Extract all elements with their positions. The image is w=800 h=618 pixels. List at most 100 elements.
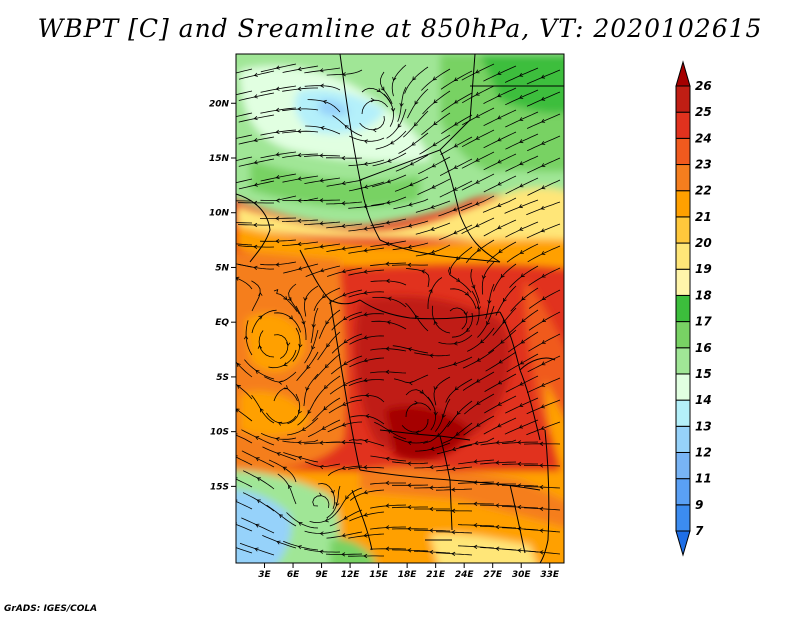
streamline-arrow [421,269,426,274]
streamline-arrow [465,327,470,332]
streamline-arrow [409,182,414,187]
streamline-arrow [474,440,479,446]
colorbar: 7 9 11 12 13 14 15 16 17 18 19 20 21 22 23 24 25 26 [675,60,712,557]
streamline-arrow [232,221,235,225]
colorbar-label: 16 [695,341,712,355]
streamline-arrow [275,175,280,180]
streamline-arrow [385,278,390,284]
streamline [526,421,561,436]
streamline [482,197,517,213]
streamline [236,408,253,422]
streamline [423,420,451,444]
streamline-arrow [297,241,302,247]
streamline [238,136,275,145]
streamline [258,330,275,358]
streamline-arrow [429,464,434,470]
colorbar-swatch [675,164,691,192]
streamline [236,434,253,444]
colorbar-label: 12 [695,445,712,459]
streamline [262,535,297,549]
streamline-arrow [363,226,368,231]
streamline-arrow [319,268,325,273]
streamline-arrow [307,409,312,415]
lat-label: 5S [216,373,229,383]
streamline-arrow [541,163,546,167]
streamline [245,320,253,356]
colorbar-swatch [675,504,691,532]
streamline [326,201,363,205]
streamline-arrow [335,502,340,507]
streamline-arrow [320,125,325,131]
streamline [404,66,429,94]
wbpt-field [232,54,564,563]
streamline-arrow [452,207,457,212]
streamline-arrow [255,370,260,374]
streamline [461,63,495,81]
streamline-arrow [518,424,524,429]
streamline-arrow [498,359,503,364]
streamline [465,239,495,263]
streamline-arrow [298,522,303,526]
streamline [328,289,363,304]
streamline [326,179,363,187]
streamline-arrow [476,422,481,427]
streamline [304,177,341,184]
streamline-arrow [476,400,481,405]
streamline [493,263,517,292]
streamline-arrow [495,546,500,551]
streamline-arrow [297,455,303,460]
colorbar-label: 26 [695,79,712,93]
streamline [501,506,539,509]
streamline-arrow [475,91,480,96]
streamline-arrow [385,546,390,551]
streamline [393,436,429,444]
streamline-arrow [495,503,500,508]
streamline-arrow [451,530,456,535]
colorbar-label: 23 [695,158,712,172]
streamline-arrow [407,262,412,268]
streamline [379,71,393,105]
streamline [303,373,319,407]
streamline [370,526,406,530]
lon-label: 9E [315,570,328,580]
streamline-arrow [539,550,544,555]
streamline-arrow [397,123,402,128]
streamline-arrow [432,76,437,81]
colorbar-swatch [675,347,691,375]
streamline-arrow [541,273,546,278]
streamline [483,219,517,237]
streamline-arrow [473,480,478,485]
streamline-arrow [407,347,412,352]
streamline [439,180,473,198]
streamline [421,68,451,91]
streamline [350,415,385,425]
streamline [437,356,473,370]
streamline-arrow [433,121,438,126]
streamline-arrow [365,413,370,419]
streamline [251,309,277,334]
streamline [348,439,385,447]
streamlines [232,63,561,559]
streamline-arrow [257,344,263,349]
streamline [528,289,561,309]
streamline-arrow [456,410,461,416]
streamline [236,277,253,290]
streamline [326,267,363,277]
streamline [488,329,517,354]
streamline-arrow [341,533,346,538]
streamline [392,220,429,230]
streamline-arrow [454,99,459,104]
streamline [505,155,539,172]
streamline-arrow [275,65,280,70]
streamline [460,195,495,211]
streamline [296,351,319,382]
streamline [393,198,429,210]
streamline-arrow [311,324,316,329]
streamline [448,266,472,293]
streamline [304,85,341,91]
streamline [527,135,561,152]
streamline [238,158,275,167]
streamline-arrow [253,222,258,228]
streamline-arrow [363,512,368,517]
streamline [395,154,429,172]
